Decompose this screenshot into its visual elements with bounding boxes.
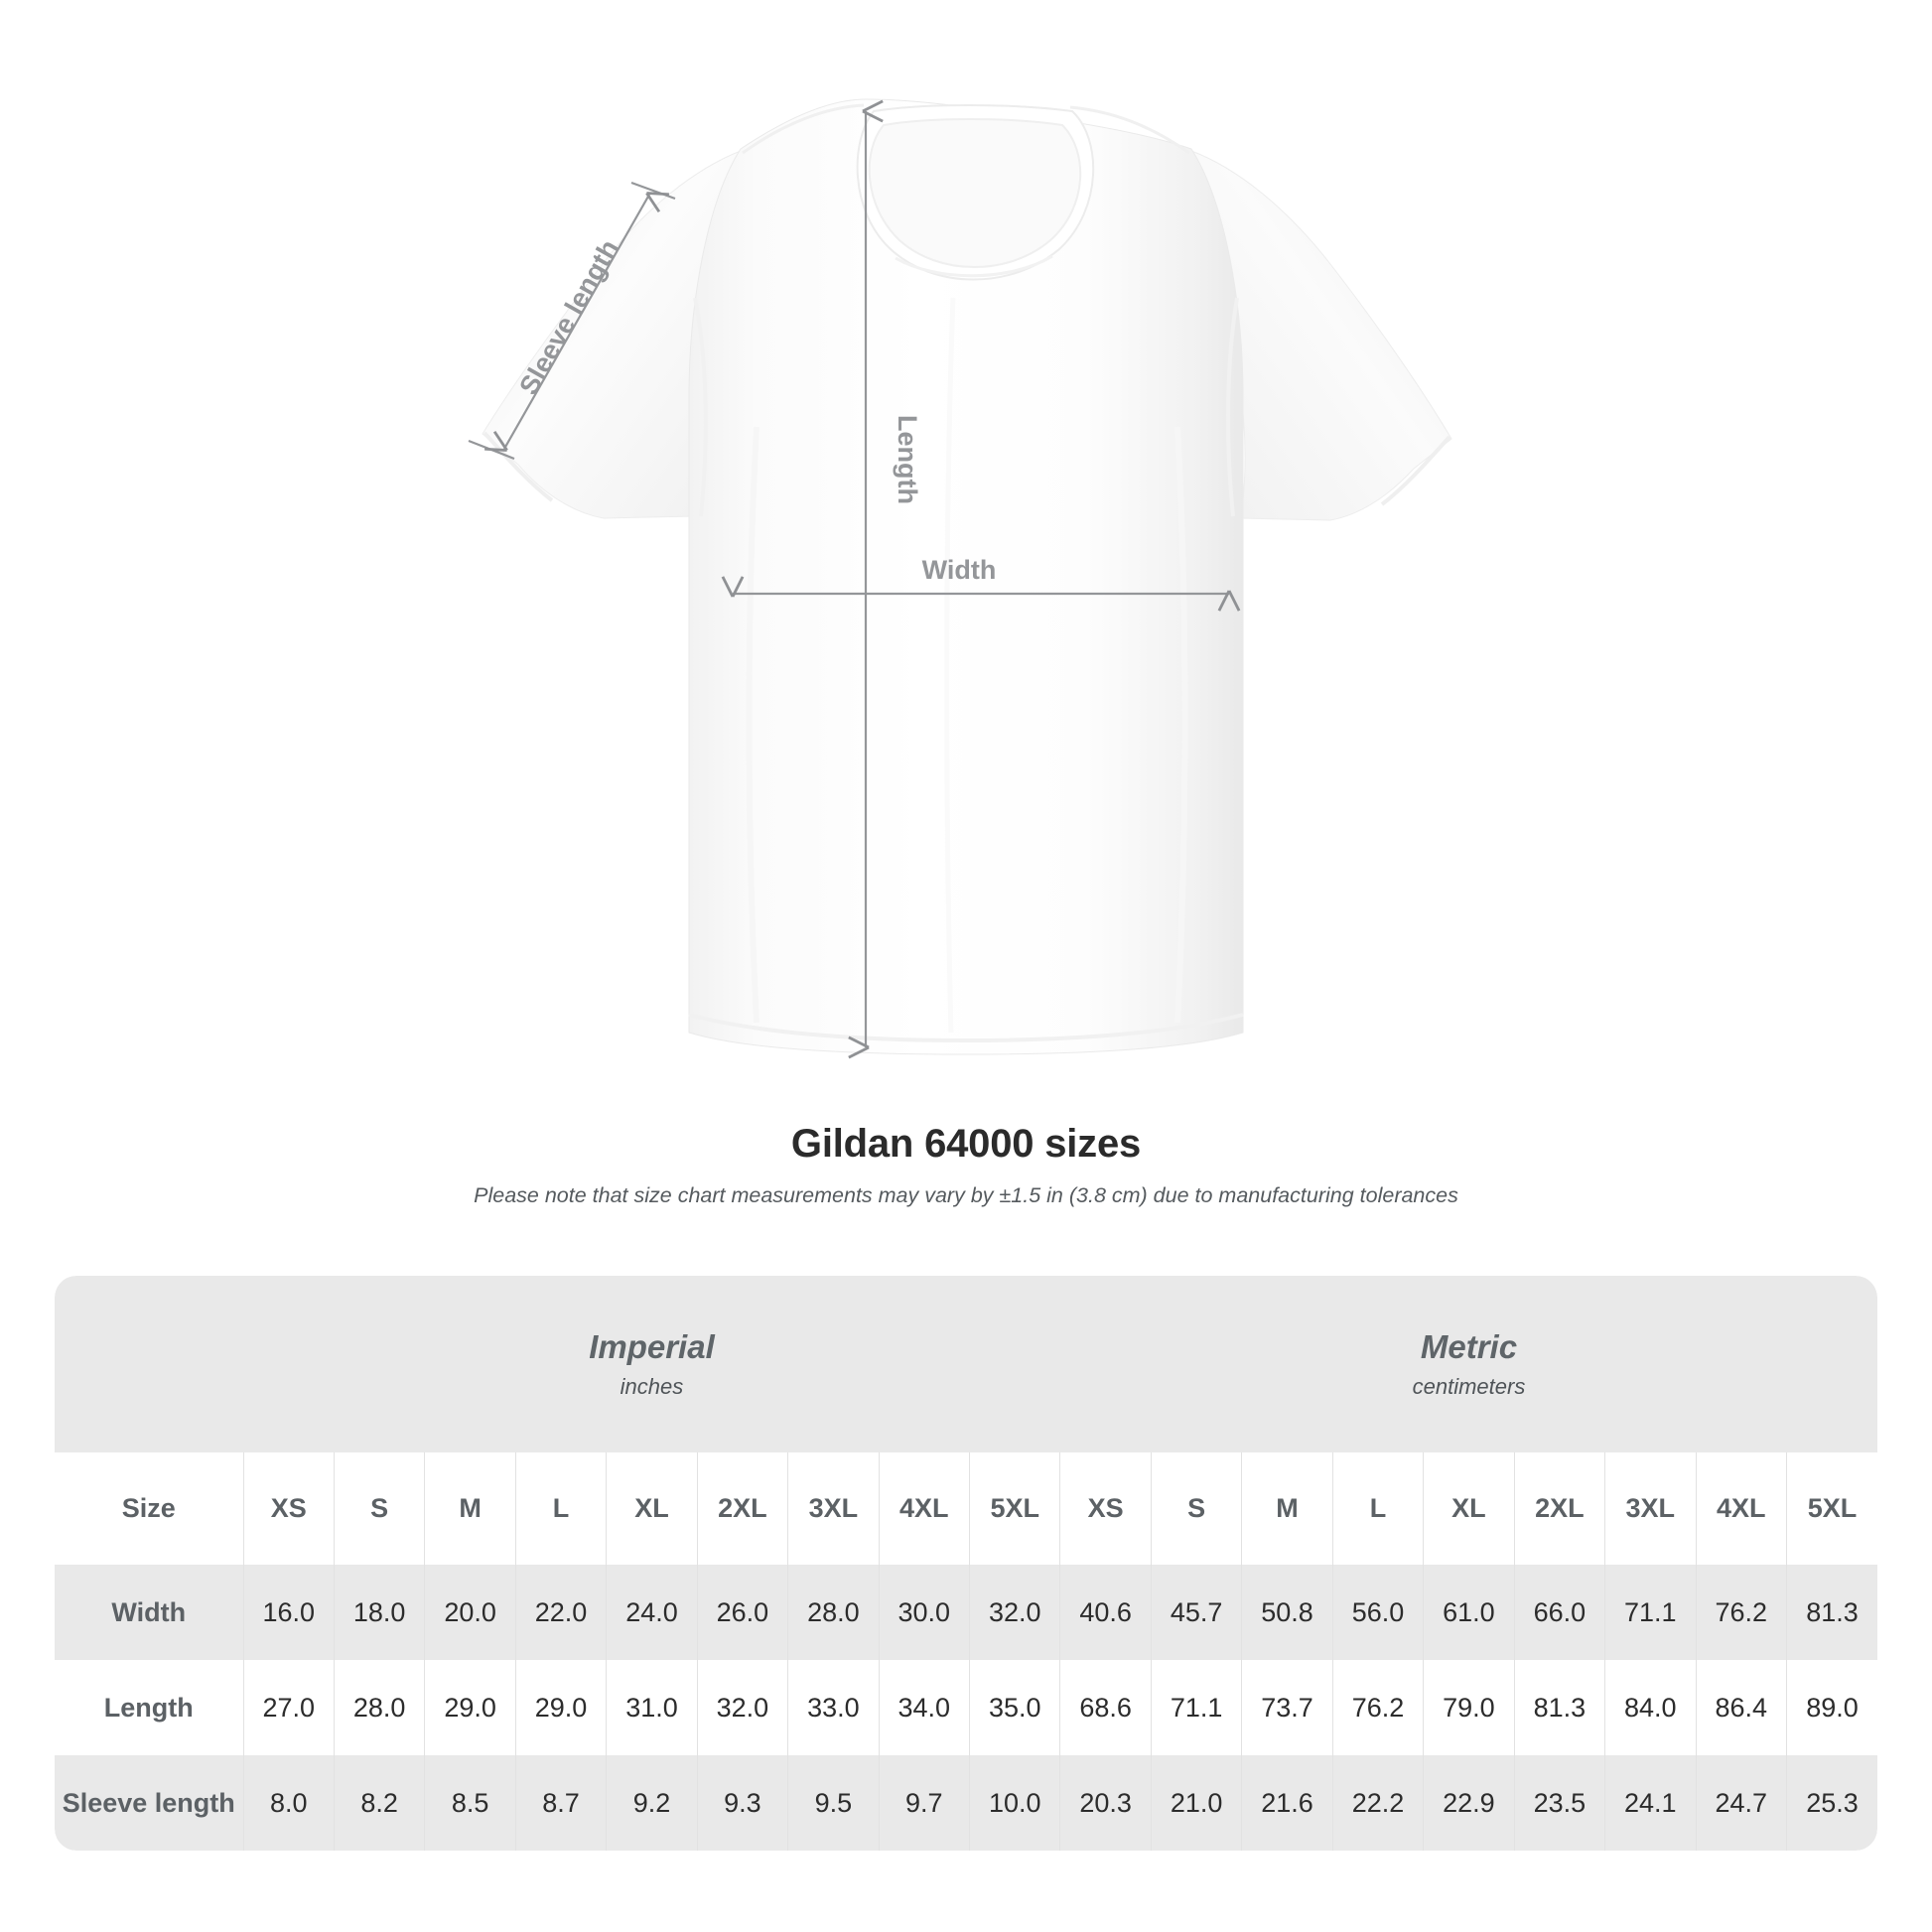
sizes-table: Imperial inches Metric centimeters Size XS S M L… [55, 1276, 1877, 1851]
cell-length-imperial-xs: 27.0 [242, 1660, 335, 1755]
cell-width-imperial-2xl: 26.0 [696, 1565, 788, 1660]
unit-group-subtitle: centimeters [1412, 1373, 1526, 1399]
cell-width-imperial-m: 20.0 [424, 1565, 516, 1660]
table-row: Sleeve length 8.0 8.2 8.5 8.7 9.2 9.3 9.5 9.7 10.… [55, 1755, 1877, 1851]
cell-sleeve-length-metric-xl: 22.9 [1423, 1755, 1515, 1851]
cell-sleeve-length-imperial-5xl: 10.0 [968, 1755, 1060, 1851]
cell-width-imperial-3xl: 28.0 [787, 1565, 880, 1660]
row-label-width: Width [55, 1565, 243, 1660]
size-header-metric-3xl: 3XL [1604, 1452, 1696, 1565]
cell-length-imperial-5xl: 35.0 [968, 1660, 1060, 1755]
unit-group-imperial: Imperial inches [243, 1276, 1060, 1452]
width-label: Width [922, 555, 997, 585]
cell-length-metric-5xl: 89.0 [1785, 1660, 1877, 1755]
cell-sleeve-length-imperial-s: 8.2 [333, 1755, 425, 1851]
cell-sleeve-length-metric-4xl: 24.7 [1695, 1755, 1787, 1851]
cell-sleeve-length-imperial-m: 8.5 [424, 1755, 516, 1851]
cell-width-imperial-4xl: 30.0 [878, 1565, 970, 1660]
size-header-metric-s: S [1150, 1452, 1242, 1565]
size-column-label: Size [55, 1452, 243, 1565]
cell-width-metric-l: 56.0 [1331, 1565, 1424, 1660]
table-row: Width 16.0 18.0 20.0 22.0 24.0 26.0 28.0 30.0 32.… [55, 1565, 1877, 1660]
size-header-metric-2xl: 2XL [1513, 1452, 1605, 1565]
unit-group-subtitle: inches [620, 1373, 684, 1399]
cell-width-metric-m: 50.8 [1241, 1565, 1333, 1660]
size-header-row: Size XS S M L XL 2XL 3XL 4XL 5XL XS S M L XL 2XL 3XL 4XL 5… [55, 1452, 1877, 1565]
unit-group-name: Metric [1420, 1328, 1518, 1366]
cell-length-imperial-xl: 31.0 [606, 1660, 698, 1755]
cell-length-imperial-s: 28.0 [333, 1660, 425, 1755]
row-label-length: Length [55, 1660, 243, 1755]
cell-width-metric-5xl: 81.3 [1785, 1565, 1877, 1660]
cell-length-imperial-2xl: 32.0 [696, 1660, 788, 1755]
cell-sleeve-length-imperial-3xl: 9.5 [787, 1755, 880, 1851]
page-title: Gildan 64000 sizes [790, 1122, 1142, 1166]
cell-sleeve-length-imperial-2xl: 9.3 [696, 1755, 788, 1851]
cell-length-metric-xs: 68.6 [1059, 1660, 1152, 1755]
cell-sleeve-length-metric-xs: 20.3 [1059, 1755, 1152, 1851]
table-corner-blank [55, 1276, 243, 1452]
cell-width-metric-4xl: 76.2 [1695, 1565, 1787, 1660]
cell-sleeve-length-metric-l: 22.2 [1331, 1755, 1424, 1851]
size-header-metric-xs: XS [1059, 1452, 1152, 1565]
cell-sleeve-length-imperial-l: 8.7 [514, 1755, 607, 1851]
cell-length-metric-s: 71.1 [1150, 1660, 1242, 1755]
row-label-sleeve-length: Sleeve length [55, 1755, 243, 1851]
size-header-imperial-5xl: 5XL [968, 1452, 1060, 1565]
cell-width-metric-xl: 61.0 [1423, 1565, 1515, 1660]
cell-width-metric-3xl: 71.1 [1604, 1565, 1696, 1660]
unit-group-name: Imperial [589, 1328, 715, 1366]
size-header-metric-5xl: 5XL [1785, 1452, 1877, 1565]
cell-sleeve-length-metric-s: 21.0 [1150, 1755, 1242, 1851]
cell-sleeve-length-metric-2xl: 23.5 [1513, 1755, 1605, 1851]
cell-length-metric-l: 76.2 [1331, 1660, 1424, 1755]
cell-sleeve-length-metric-3xl: 24.1 [1604, 1755, 1696, 1851]
cell-length-metric-2xl: 81.3 [1513, 1660, 1605, 1755]
width-dimension: Width [721, 555, 1241, 612]
tshirt-illustration: Length Width Sleeve length [468, 98, 1452, 1059]
cell-width-metric-2xl: 66.0 [1513, 1565, 1605, 1660]
unit-header-row: Imperial inches Metric centimeters [55, 1276, 1877, 1452]
cell-length-imperial-l: 29.0 [514, 1660, 607, 1755]
cell-width-metric-xs: 40.6 [1059, 1565, 1152, 1660]
size-chart-table: Imperial inches Metric centimeters Size XS S M L… [55, 1276, 1877, 1851]
cell-width-imperial-l: 22.0 [514, 1565, 607, 1660]
size-header-metric-l: L [1331, 1452, 1424, 1565]
cell-sleeve-length-metric-5xl: 25.3 [1785, 1755, 1877, 1851]
tolerance-note: Please note that size chart measurements… [474, 1183, 1458, 1207]
cell-sleeve-length-metric-m: 21.6 [1241, 1755, 1333, 1851]
cell-length-metric-4xl: 86.4 [1695, 1660, 1787, 1755]
size-header-metric-xl: XL [1423, 1452, 1515, 1565]
cell-length-metric-3xl: 84.0 [1604, 1660, 1696, 1755]
size-header-metric-m: M [1241, 1452, 1333, 1565]
table-row: Length 27.0 28.0 29.0 29.0 31.0 32.0 33.0 34.0 35… [55, 1660, 1877, 1755]
size-header-imperial-xs: XS [242, 1452, 335, 1565]
size-header-imperial-4xl: 4XL [878, 1452, 970, 1565]
cell-sleeve-length-imperial-4xl: 9.7 [878, 1755, 970, 1851]
size-header-imperial-2xl: 2XL [696, 1452, 788, 1565]
cell-length-imperial-4xl: 34.0 [878, 1660, 970, 1755]
cell-length-metric-xl: 79.0 [1423, 1660, 1515, 1755]
cell-length-imperial-3xl: 33.0 [787, 1660, 880, 1755]
cell-length-metric-m: 73.7 [1241, 1660, 1333, 1755]
cell-width-imperial-xl: 24.0 [606, 1565, 698, 1660]
cell-width-imperial-s: 18.0 [333, 1565, 425, 1660]
size-header-imperial-l: L [514, 1452, 607, 1565]
unit-group-metric: Metric centimeters [1059, 1276, 1877, 1452]
chart-header: Gildan 64000 sizes Please note that size… [0, 1122, 1932, 1208]
size-header-metric-4xl: 4XL [1695, 1452, 1787, 1565]
size-header-imperial-xl: XL [606, 1452, 698, 1565]
cell-sleeve-length-imperial-xl: 9.2 [606, 1755, 698, 1851]
size-header-imperial-3xl: 3XL [787, 1452, 880, 1565]
cell-sleeve-length-imperial-xs: 8.0 [242, 1755, 335, 1851]
cell-width-imperial-5xl: 32.0 [968, 1565, 1060, 1660]
size-header-imperial-m: M [424, 1452, 516, 1565]
size-header-imperial-s: S [333, 1452, 425, 1565]
cell-width-metric-s: 45.7 [1150, 1565, 1242, 1660]
cell-width-imperial-xs: 16.0 [242, 1565, 335, 1660]
cell-length-imperial-m: 29.0 [424, 1660, 516, 1755]
length-label: Length [893, 415, 922, 504]
